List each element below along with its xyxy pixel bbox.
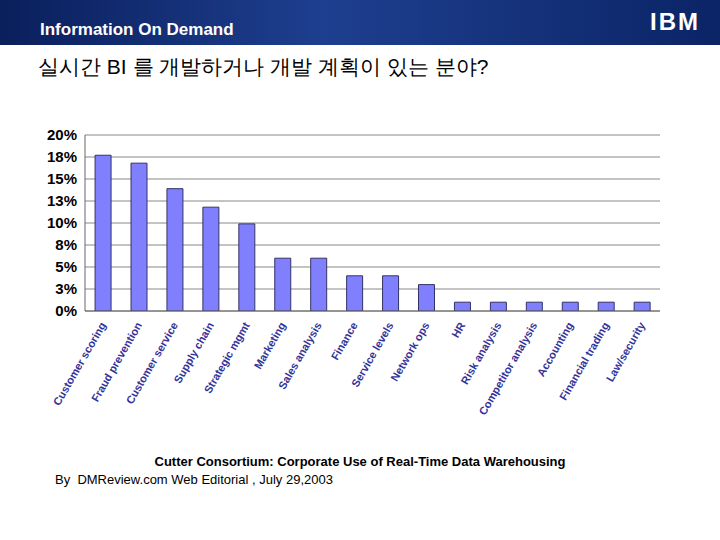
svg-text:Fraud prevention: Fraud prevention xyxy=(88,320,145,404)
svg-text:Financial trading: Financial trading xyxy=(557,320,611,402)
svg-text:Marketing: Marketing xyxy=(251,320,287,371)
html-text:Information On Demand: Information On Demand xyxy=(40,20,234,39)
svg-text:Customer service: Customer service xyxy=(123,320,180,406)
svg-text:10%: 10% xyxy=(47,214,77,231)
svg-text:Finance: Finance xyxy=(329,320,360,362)
svg-text:Risk analysis: Risk analysis xyxy=(458,320,504,387)
svg-text:Strategic mgmt: Strategic mgmt xyxy=(201,320,252,396)
svg-text:Sales analysis: Sales analysis xyxy=(276,320,324,391)
html-text:실시간 BI 를 개발하거나 개발 계획이 있는 분야?: 실시간 BI 를 개발하거나 개발 계획이 있는 분야? xyxy=(38,55,489,78)
html-text:Cutter Consortium: Corporate U: Cutter Consortium: Corporate Use of Real… xyxy=(154,454,566,469)
svg-text:Service levels: Service levels xyxy=(349,320,396,389)
svg-text:Competitor analysis: Competitor analysis xyxy=(476,320,539,417)
svg-text:15%: 15% xyxy=(47,170,77,187)
svg-text:18%: 18% xyxy=(47,148,77,165)
html-text:IBM: IBM xyxy=(650,8,700,35)
svg-text:HR: HR xyxy=(449,320,467,340)
svg-text:Network ops: Network ops xyxy=(388,320,431,383)
svg-text:20%: 20% xyxy=(47,126,77,143)
svg-text:Customer scoring: Customer scoring xyxy=(50,320,109,408)
svg-text:Accounting: Accounting xyxy=(535,320,576,378)
svg-text:8%: 8% xyxy=(55,236,77,253)
html-text:By DMReview.com Web Editorial: By DMReview.com Web Editorial , July 29,… xyxy=(55,472,333,487)
svg-text:Law/security: Law/security xyxy=(604,319,648,383)
svg-text:13%: 13% xyxy=(47,192,77,209)
svg-text:Supply chain: Supply chain xyxy=(171,320,216,386)
svg-text:3%: 3% xyxy=(55,280,77,297)
svg-text:0%: 0% xyxy=(55,302,77,319)
svg-text:5%: 5% xyxy=(55,258,77,275)
